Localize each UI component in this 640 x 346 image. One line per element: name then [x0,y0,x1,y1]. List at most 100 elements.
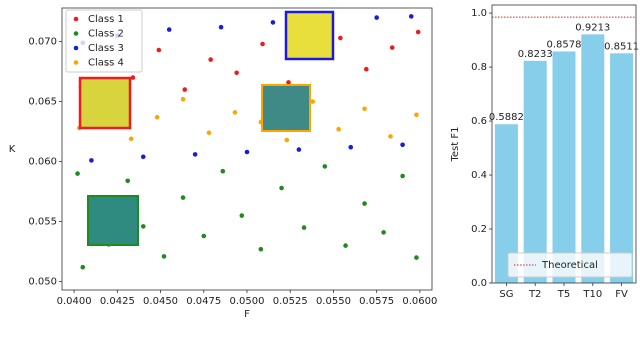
point [286,80,291,85]
y-tick-label: 0.055 [28,217,57,228]
point [130,75,136,80]
point [301,225,307,230]
point [258,246,264,252]
legend-label: Theoretical [541,260,598,271]
x-tick-label: 0.0550 [316,296,351,307]
bar [494,124,518,283]
point [166,27,172,32]
point [310,99,316,104]
point [161,254,167,259]
point [336,126,341,132]
x-tick-label: 0.0450 [143,296,178,307]
point [220,168,226,174]
point [201,233,207,239]
legend-marker [73,31,79,36]
point [125,178,131,184]
x-tick-label: T10 [582,289,602,300]
point [322,164,328,169]
value-label: 0.8578 [547,39,582,50]
y-tick-label: 0.4 [471,170,487,181]
value-label: 0.8233 [518,49,553,60]
point [296,147,302,152]
point [180,96,186,102]
point [80,264,86,270]
point [180,195,186,200]
y-tick-label: 0.0 [471,278,487,289]
y-tick-label: 0.050 [28,277,57,288]
point [279,185,284,191]
x-tick-label: 0.0575 [359,296,394,307]
point [260,41,265,47]
x-tick-label: 0.0500 [230,296,265,307]
point [154,114,160,120]
legend-marker [73,60,79,65]
inset-class-4 [261,84,311,132]
point [270,20,276,25]
bar [581,34,605,284]
y-tick-label: 0.065 [28,97,57,108]
x-tick-label: T5 [557,289,570,300]
legend-marker [73,45,79,51]
point [232,110,238,115]
y-axis-label: Test F1 [450,127,461,163]
point [75,171,80,176]
point [140,224,146,229]
point [400,142,405,148]
legend-marker [73,16,79,22]
x-tick-label: 0.0400 [57,296,92,307]
point [338,35,343,41]
legend-label: Class 2 [88,29,124,40]
x-tick-label: 0.0475 [186,296,221,307]
legend-label: Class 4 [88,58,124,69]
point [343,243,348,248]
point [218,24,224,30]
inset-class-1 [78,76,132,130]
point [348,144,354,150]
x-tick-label: 0.0525 [273,296,308,307]
inset-class-2 [87,195,139,246]
x-tick-label: FV [615,289,628,300]
point [414,255,419,260]
value-label: 0.8511 [604,41,639,52]
y-tick-label: 0.6 [471,116,487,127]
pattern-insets [78,10,335,246]
y-axis-label: K [9,144,16,155]
point [244,149,250,155]
point [389,45,395,50]
y-tick-label: 0.060 [28,157,57,168]
value-label: 0.5882 [489,112,524,123]
legend-label: Class 1 [88,14,124,25]
point [374,15,379,20]
y-tick-label: 0.8 [471,62,487,73]
point [208,57,213,62]
point [192,152,198,157]
legend-box [65,9,143,73]
point [182,87,188,92]
bar [523,60,547,283]
point [128,136,134,142]
legend-box [507,252,633,278]
value-label: 0.9213 [575,22,610,33]
point [239,213,245,218]
point [140,154,146,160]
inset-class-3 [284,10,335,61]
point [414,112,419,118]
x-tick-label: SG [499,289,513,300]
bar [610,53,634,283]
point [89,158,94,163]
y-tick-label: 0.2 [471,224,487,235]
point [381,230,386,235]
x-axis-label: F [244,309,250,320]
y-tick-label: 0.070 [28,37,57,48]
bar [552,51,576,283]
point [388,134,393,139]
point [284,137,290,143]
point [362,106,367,112]
x-tick-label: 0.0600 [402,296,437,307]
point [234,70,239,76]
point [400,173,405,179]
point [363,66,369,72]
point [408,14,414,19]
